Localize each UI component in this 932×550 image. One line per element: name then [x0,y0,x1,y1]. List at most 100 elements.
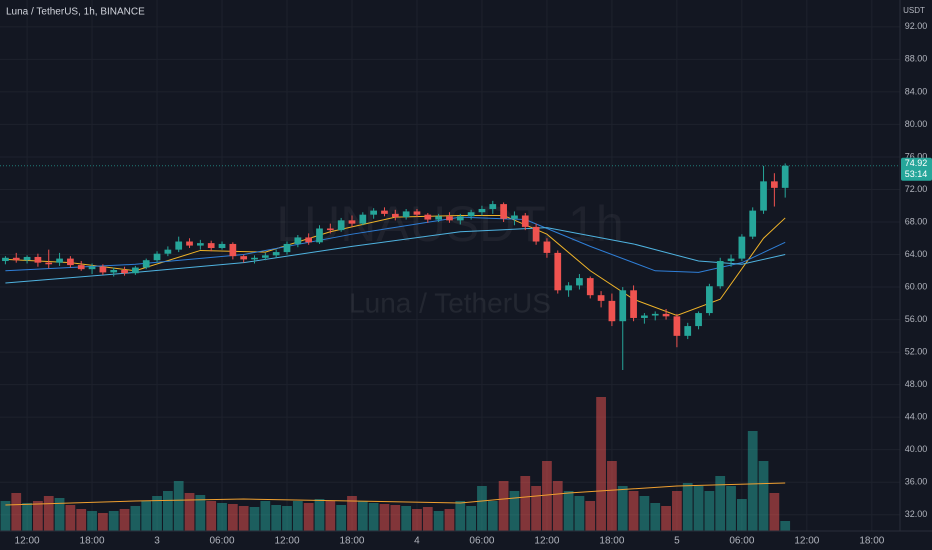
candle-body [706,286,713,314]
candle-body [673,316,681,336]
candle-body [218,243,226,249]
volume-bar [0,501,11,531]
y-tick-label: 52.00 [905,346,928,356]
volume-bar [412,509,422,531]
volume-bar [628,491,639,531]
y-tick-label: 68.00 [905,216,928,226]
candle-body [446,216,453,221]
candle-body [77,265,85,270]
volume-bar [477,486,487,531]
volume-bar [184,493,195,531]
x-tick-label: 06:00 [729,536,754,547]
x-tick-label: 18:00 [339,536,364,547]
volume-bar [737,499,747,531]
volume-bar [563,491,574,531]
last-price-label: 74.92 [905,158,928,168]
candle-body [175,241,183,250]
candle-body [370,210,378,215]
candle-body [294,237,302,244]
volume-bar [249,507,260,531]
volume-bar [54,498,65,531]
volume-bar [260,501,271,531]
volume-bar [271,505,282,531]
candle-body [684,326,692,336]
candle-body [88,266,96,270]
volume-bar [390,505,401,531]
volume-bar [292,501,303,531]
candle-body [727,258,735,262]
volume-bar [487,501,498,531]
candle-body [630,290,637,318]
volume-ma-line [5,482,786,506]
candle-body [229,243,237,257]
candle-body [781,165,789,188]
volume-bar [682,483,693,531]
volume-bar [726,486,736,531]
volume-bar [444,509,455,531]
volume-bar [11,493,22,531]
candle-body [565,285,572,291]
x-tick-label: 3 [154,536,160,547]
volume-bar [303,503,314,531]
x-tick-label: 06:00 [469,536,494,547]
volume-bar [368,503,379,531]
volume-bar [314,499,325,531]
watermark-subtitle: Luna / TetherUS [349,287,551,318]
volume-bar [227,504,238,531]
y-tick-label: 40.00 [905,444,928,454]
volume-bar [433,511,444,531]
candle-body [99,266,107,273]
x-tick-label: 18:00 [599,536,624,547]
candle-body [489,204,497,209]
volume-bar [87,511,97,531]
y-tick-label: 92.00 [905,21,928,31]
volume-bar [76,509,87,531]
candle-body [576,278,583,286]
volume-bar [130,506,141,531]
plot [0,163,900,531]
x-tick-label: 18:00 [80,536,105,547]
candle-body [132,267,139,274]
candle-body [164,249,172,254]
candle-body [608,300,616,322]
candle-body [500,204,507,219]
y-tick-label: 88.00 [905,54,928,64]
candle-body [305,237,313,243]
candle-body [651,313,659,316]
watermark: LUNAUSDT, 1h [276,196,623,252]
volume-bar [33,501,43,531]
x-tick-label: 12:00 [794,536,819,547]
candle-body [467,212,475,217]
candle-body [110,269,118,273]
candle-body [402,211,410,218]
x-tick-label: 12:00 [15,536,40,547]
volume-bar [217,503,227,531]
candle-body [771,181,778,188]
candle-body [359,214,367,224]
volume-bar [98,513,108,531]
x-tick-label: 5 [674,536,680,547]
candle-body [56,258,63,263]
candle-body [142,260,150,268]
volume-bar [574,496,585,531]
volume-bar [65,505,76,531]
x-tick-label: 4 [414,536,420,547]
volume-bar [401,506,412,531]
volume-bar [282,506,292,531]
candle-body [413,211,421,215]
volume-bar [108,511,119,531]
volume-bar [325,501,336,531]
volume-bar [509,491,520,531]
candle-body [272,252,280,256]
y-tick-label: 36.00 [905,477,928,487]
volume-bar [152,496,162,531]
volume-bar [607,461,617,531]
candle-body [121,269,128,274]
chart-title: Luna / TetherUS, 1h, BINANCE [6,7,145,18]
candle-body [153,253,161,261]
volume-bar [43,496,54,531]
volume-bar [422,507,433,531]
candle-body [456,216,464,221]
candle-body [2,257,9,262]
